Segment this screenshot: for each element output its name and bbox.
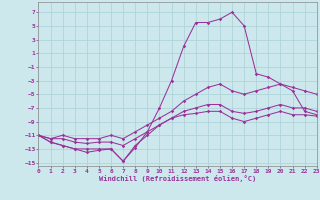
- X-axis label: Windchill (Refroidissement éolien,°C): Windchill (Refroidissement éolien,°C): [99, 175, 256, 182]
